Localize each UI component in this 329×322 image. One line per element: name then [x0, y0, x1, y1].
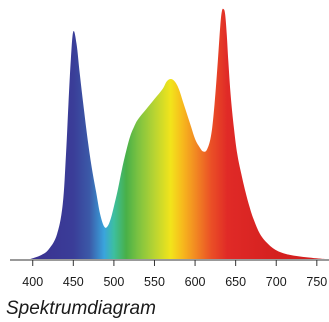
x-axis-ticks: 400 450 500 550 600 650 700 750: [22, 260, 327, 289]
chart-caption: Spektrumdiagram: [6, 298, 156, 319]
x-tick-label-400: 400: [22, 275, 43, 289]
spectrum-area: [30, 8, 325, 259]
x-tick-label-700: 700: [266, 275, 287, 289]
x-tick-label-550: 550: [144, 275, 165, 289]
x-tick-label-650: 650: [225, 275, 246, 289]
x-tick-label-500: 500: [103, 275, 124, 289]
x-tick-label-750: 750: [306, 275, 327, 289]
x-tick-label-600: 600: [185, 275, 206, 289]
x-tick-label-450: 450: [63, 275, 84, 289]
